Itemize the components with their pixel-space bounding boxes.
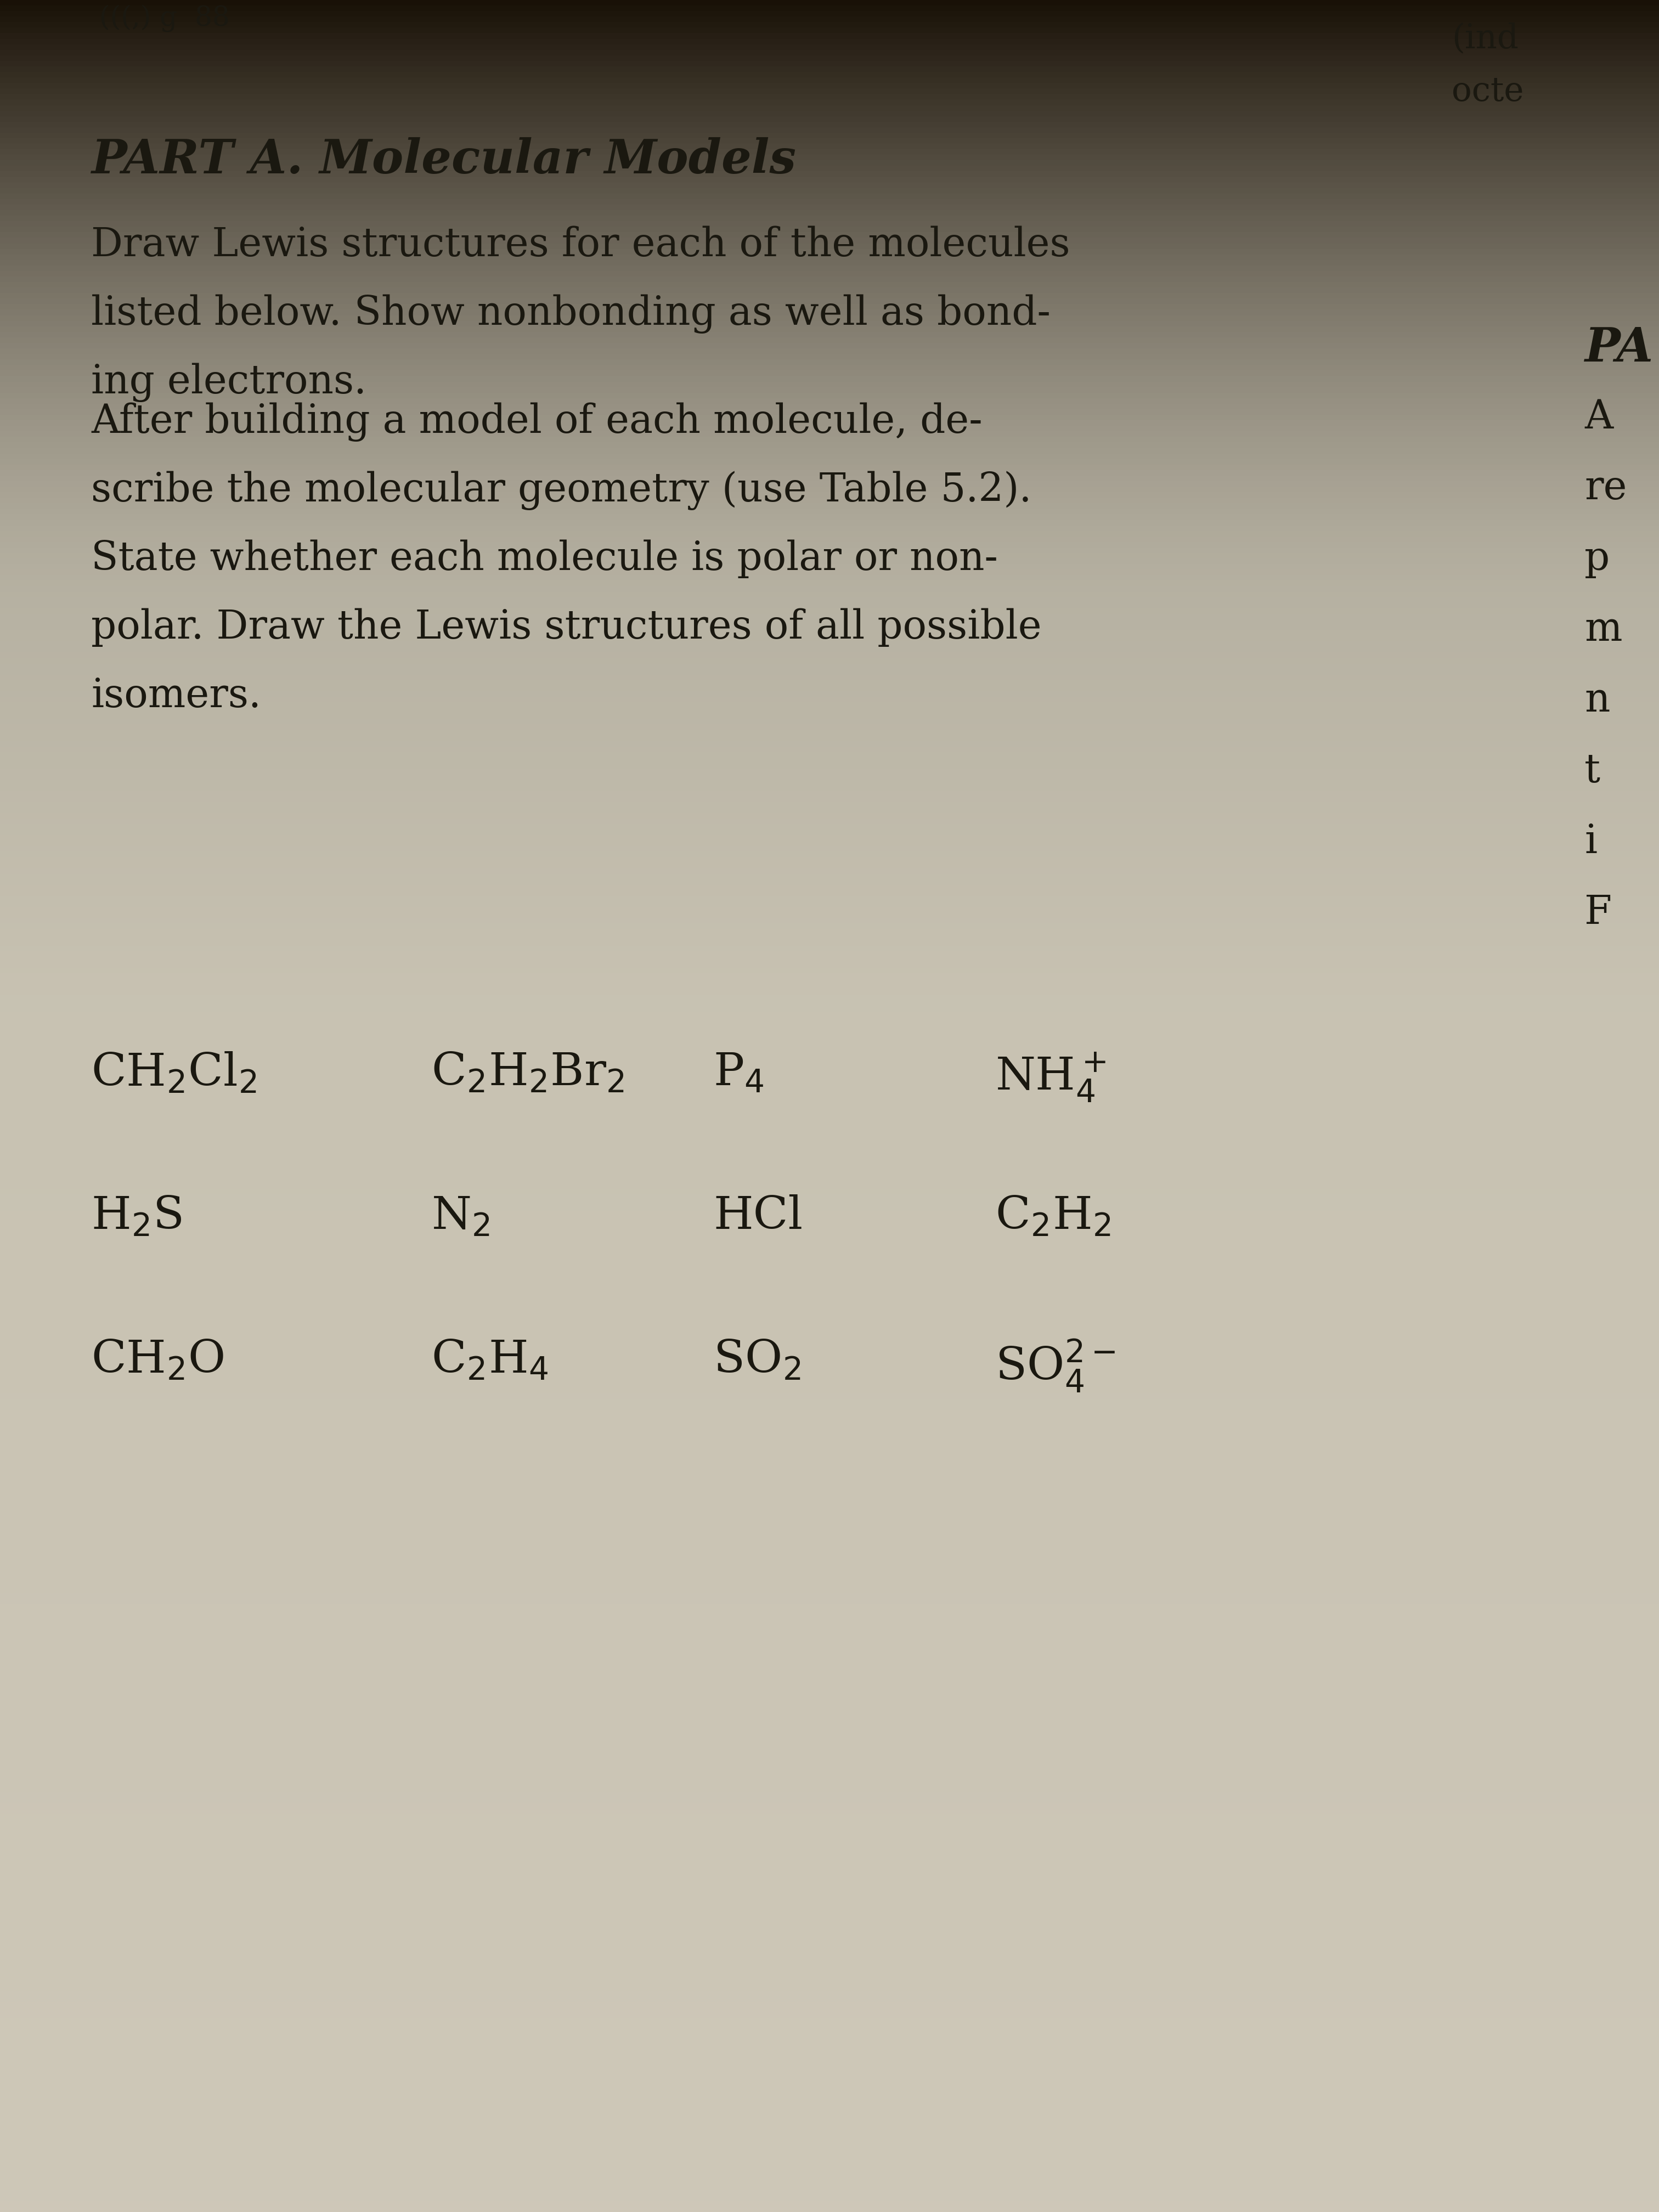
Text: CH$_2$O: CH$_2$O xyxy=(91,1338,224,1383)
Text: p: p xyxy=(1584,540,1609,577)
Text: C$_2$H$_4$: C$_2$H$_4$ xyxy=(431,1338,549,1383)
Text: HCl: HCl xyxy=(713,1194,803,1239)
Text: re: re xyxy=(1584,469,1627,507)
Text: C$_2$H$_2$: C$_2$H$_2$ xyxy=(995,1194,1112,1239)
Text: scribe the molecular geometry (use Table 5.2).: scribe the molecular geometry (use Table… xyxy=(91,471,1032,511)
Text: State whether each molecule is polar or non-: State whether each molecule is polar or … xyxy=(91,540,999,577)
Text: F: F xyxy=(1584,894,1613,931)
Text: SO$_4^{2-}$: SO$_4^{2-}$ xyxy=(995,1338,1117,1394)
Text: octe: octe xyxy=(1452,75,1523,108)
Text: t: t xyxy=(1584,752,1601,790)
Text: Draw Lewis structures for each of the molecules: Draw Lewis structures for each of the mo… xyxy=(91,226,1070,263)
Text: (ind: (ind xyxy=(1452,22,1518,55)
Text: PART A. Molecular Models: PART A. Molecular Models xyxy=(91,137,796,184)
Text: A: A xyxy=(1584,398,1613,436)
Text: n: n xyxy=(1584,681,1609,719)
Text: P$_4$: P$_4$ xyxy=(713,1051,765,1095)
Text: C$_2$H$_2$Br$_2$: C$_2$H$_2$Br$_2$ xyxy=(431,1051,624,1095)
Text: polar. Draw the Lewis structures of all possible: polar. Draw the Lewis structures of all … xyxy=(91,608,1042,646)
Text: SO$_2$: SO$_2$ xyxy=(713,1338,801,1383)
Text: listed below. Show nonbonding as well as bond-: listed below. Show nonbonding as well as… xyxy=(91,294,1050,334)
Text: ing electrons.: ing electrons. xyxy=(91,363,367,403)
Text: isomers.: isomers. xyxy=(91,677,260,714)
Text: CH$_2$Cl$_2$: CH$_2$Cl$_2$ xyxy=(91,1051,257,1095)
Text: i: i xyxy=(1584,823,1598,860)
Text: H$_2$S: H$_2$S xyxy=(91,1194,182,1239)
Text: N$_2$: N$_2$ xyxy=(431,1194,489,1239)
Text: m: m xyxy=(1584,611,1623,648)
Text: PA: PA xyxy=(1584,325,1652,372)
Text: NH$_4^+$: NH$_4^+$ xyxy=(995,1051,1107,1104)
Text: After building a model of each molecule, de-: After building a model of each molecule,… xyxy=(91,403,982,442)
Text: (((,) g  88: (((,) g 88 xyxy=(100,4,231,31)
